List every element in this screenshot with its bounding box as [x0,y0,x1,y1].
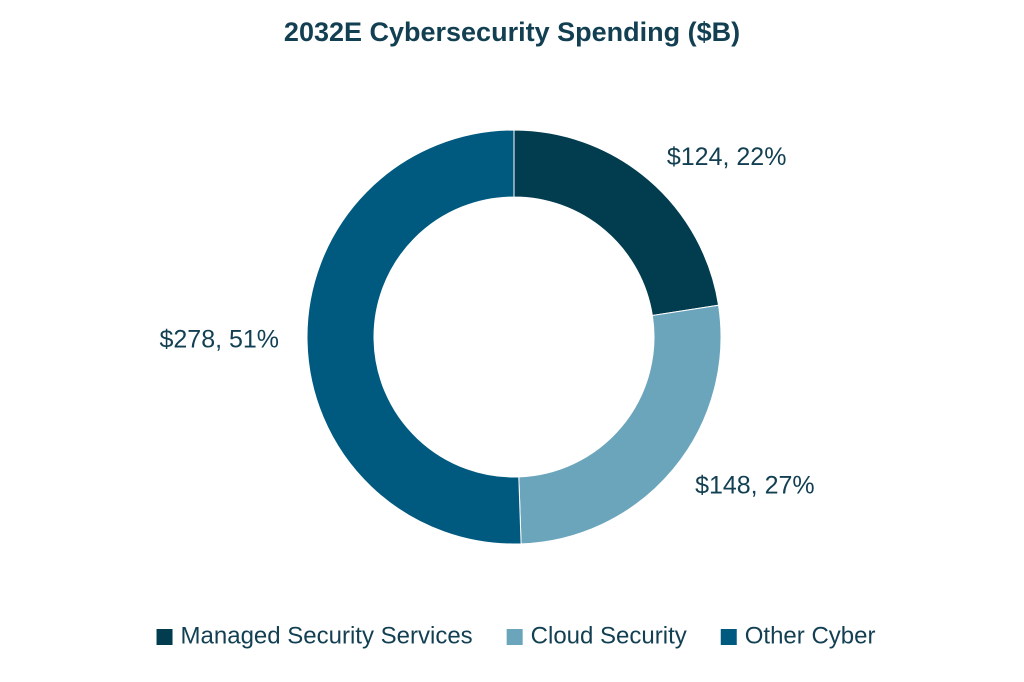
legend-label: Managed Security Services [181,622,473,649]
slice [518,304,722,545]
chart-title: 2032E Cybersecurity Spending ($B) [284,17,740,47]
legend-label: Cloud Security [531,622,687,649]
legend-swatch [720,629,737,645]
legend: Managed Security Services Cloud Security O… [156,622,876,649]
legend-label: Other Cyber [745,622,876,649]
slice [306,129,522,545]
value-label: $124, 22% [667,143,787,171]
value-label: $278, 51% [159,326,279,354]
legend-swatch [506,629,523,645]
value-label: $148, 27% [695,471,815,499]
legend-swatch [156,629,173,645]
